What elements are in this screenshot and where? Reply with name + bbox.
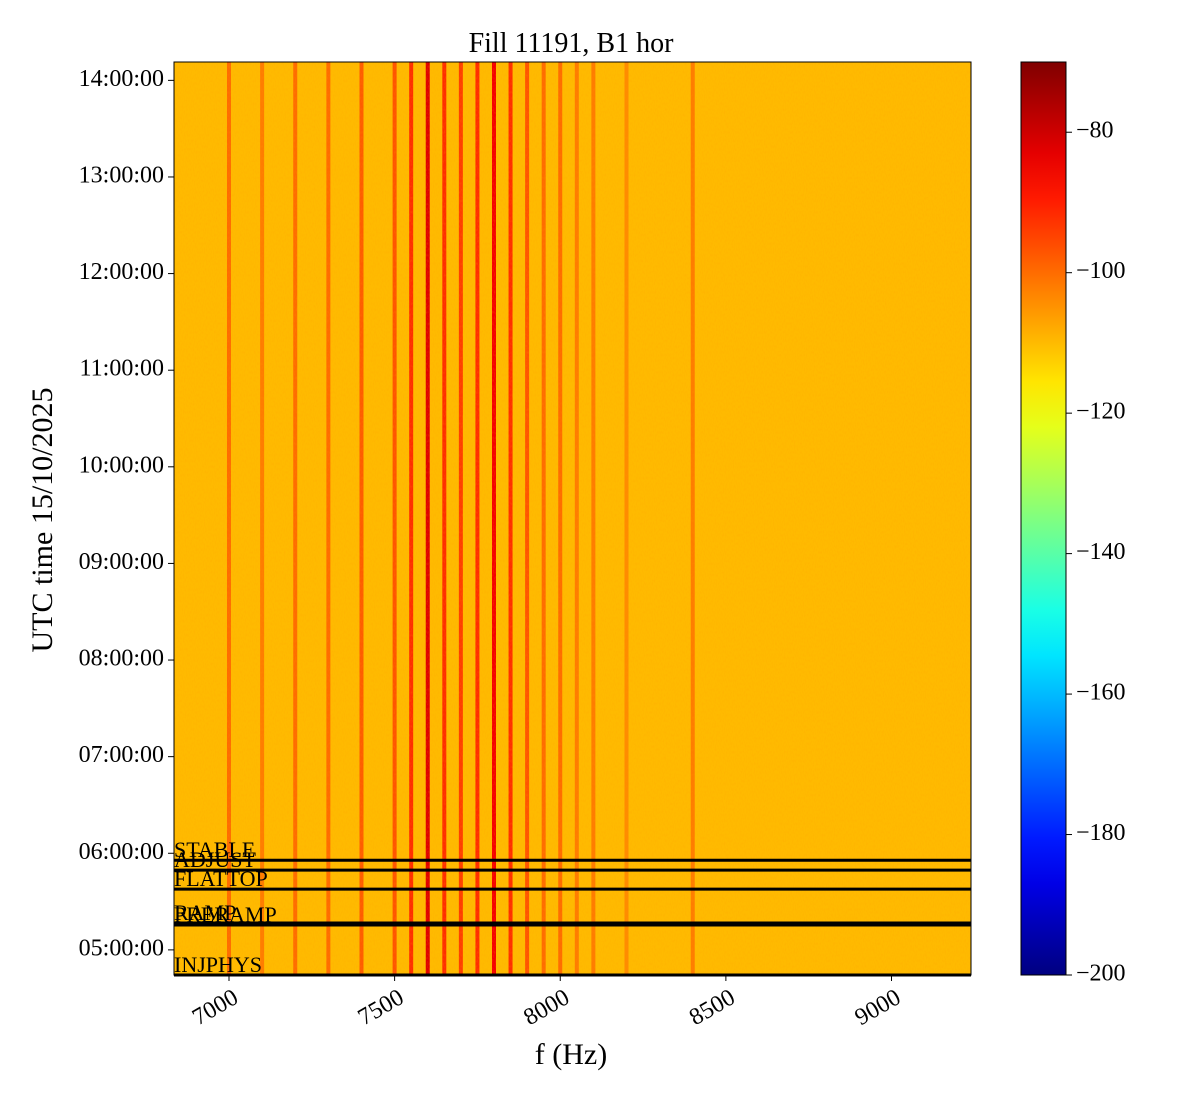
colorbar-tick-label: −160 (1076, 680, 1126, 706)
x-tick-label: 7500 (354, 984, 409, 1031)
mode-label: ADJUST (174, 847, 256, 872)
y-tick-label: 07:00:00 (79, 742, 164, 768)
colorbar-tick-label: −80 (1076, 118, 1114, 144)
y-tick-label: 08:00:00 (79, 646, 164, 672)
mode-label: STABLE (174, 837, 255, 862)
x-tick-label: 7000 (188, 984, 243, 1031)
colorbar-tick-label: −200 (1076, 961, 1126, 987)
chart-title: Fill 11191, B1 hor (469, 28, 675, 59)
mode-label: FLATTOP (174, 866, 268, 891)
y-tick-label: 14:00:00 (79, 66, 164, 92)
y-tick-label: 06:00:00 (79, 839, 164, 865)
plot-frame (173, 61, 972, 976)
mode-label: PRERAMP (174, 902, 277, 927)
colorbar-tick-label: −100 (1076, 258, 1126, 284)
noise-texture (174, 62, 971, 975)
y-tick-label: 13:00:00 (79, 162, 164, 188)
mode-label: INJPHYS (174, 952, 262, 977)
y-tick-label: 12:00:00 (79, 259, 164, 285)
y-tick-label: 09:00:00 (79, 549, 164, 575)
colorbar-tick-label: −180 (1076, 820, 1126, 846)
x-axis-label: f (Hz) (535, 1038, 607, 1071)
colorbar-tick-label: −140 (1076, 539, 1126, 565)
y-tick-label: 10:00:00 (79, 452, 164, 478)
mode-label: RAMP (174, 900, 236, 925)
x-tick-label: 8500 (685, 984, 740, 1031)
y-tick-label: 11:00:00 (80, 356, 164, 382)
colorbar-tick-label: −120 (1076, 399, 1126, 425)
x-tick-label: 9000 (851, 984, 906, 1031)
x-tick-label: 8000 (519, 984, 574, 1031)
y-axis-label: UTC time 15/10/2025 (26, 388, 59, 653)
colorbar (1020, 61, 1067, 976)
y-tick-label: 05:00:00 (79, 935, 164, 961)
